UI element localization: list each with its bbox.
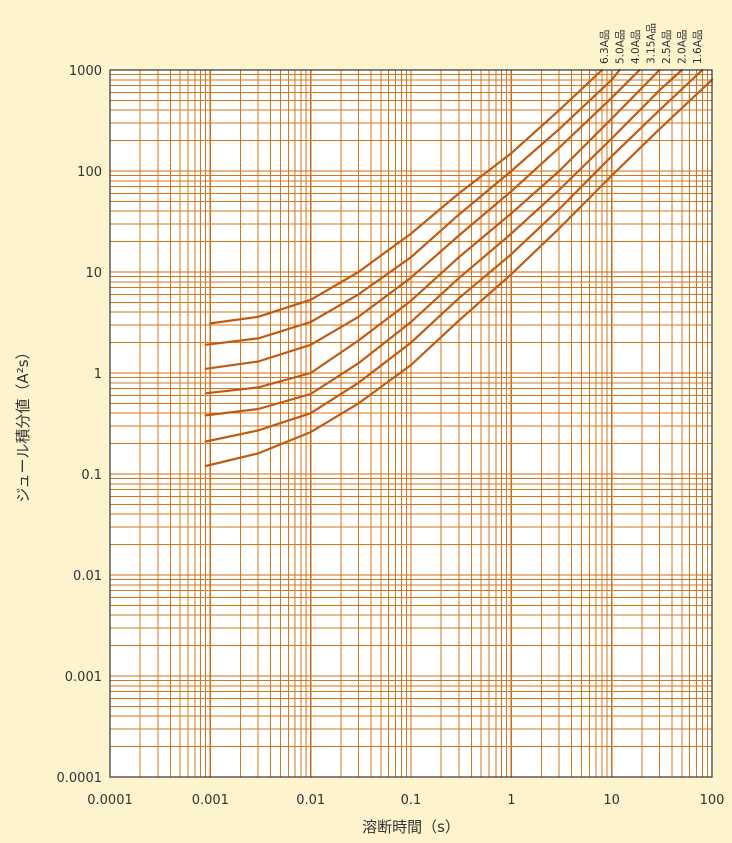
plot-frame — [109, 69, 713, 778]
y-tick-label: 0.001 — [65, 670, 102, 685]
series-lines — [204, 68, 714, 468]
y-tick-label: 0.0001 — [57, 771, 103, 786]
series-line-5 — [204, 68, 704, 443]
y-tick-label: 0.01 — [73, 569, 102, 584]
series-line-3 — [204, 68, 661, 395]
grid — [109, 70, 712, 778]
x-axis-ticks: 0.0001 0.001 0.01 0.1 1 10 100 — [87, 793, 724, 808]
y-axis-ticks: 0.0001 0.001 0.01 0.1 1 10 100 1000 — [57, 64, 103, 786]
series-label: 4.0A品 — [630, 30, 642, 64]
x-tick-label: 0.001 — [192, 793, 229, 808]
series-line-2 — [204, 68, 641, 370]
series-label: 1.6A品 — [692, 30, 704, 64]
y-tick-label: 0.1 — [81, 468, 102, 483]
y-tick-label: 100 — [77, 165, 102, 180]
x-tick-label: 100 — [700, 793, 725, 808]
series-label: 5.0A品 — [615, 30, 627, 64]
series-label: 3.15A品 — [646, 23, 658, 64]
y-tick-label: 1000 — [69, 64, 102, 79]
series-line-6 — [204, 78, 714, 468]
series-line-4 — [204, 68, 683, 417]
series-line-1 — [204, 68, 621, 346]
series-labels: 6.3A品 5.0A品 4.0A品 3.15A品 2.5A品 2.0A品 1.6A品 — [599, 23, 704, 64]
x-tick-label: 0.1 — [401, 793, 422, 808]
y-axis-title: ジュール積分値（A²s） — [14, 344, 32, 502]
series-label: 2.0A品 — [677, 30, 689, 64]
x-tick-label: 0.0001 — [87, 793, 133, 808]
y-tick-label: 10 — [85, 266, 102, 281]
x-axis-title: 溶断時間（s） — [362, 818, 460, 836]
x-tick-label: 10 — [603, 793, 620, 808]
series-label: 6.3A品 — [599, 30, 611, 64]
x-tick-label: 1 — [507, 793, 515, 808]
series-label: 2.5A品 — [661, 30, 673, 64]
x-tick-label: 0.01 — [296, 793, 325, 808]
series-line-0 — [209, 68, 603, 325]
y-tick-label: 1 — [94, 367, 102, 382]
